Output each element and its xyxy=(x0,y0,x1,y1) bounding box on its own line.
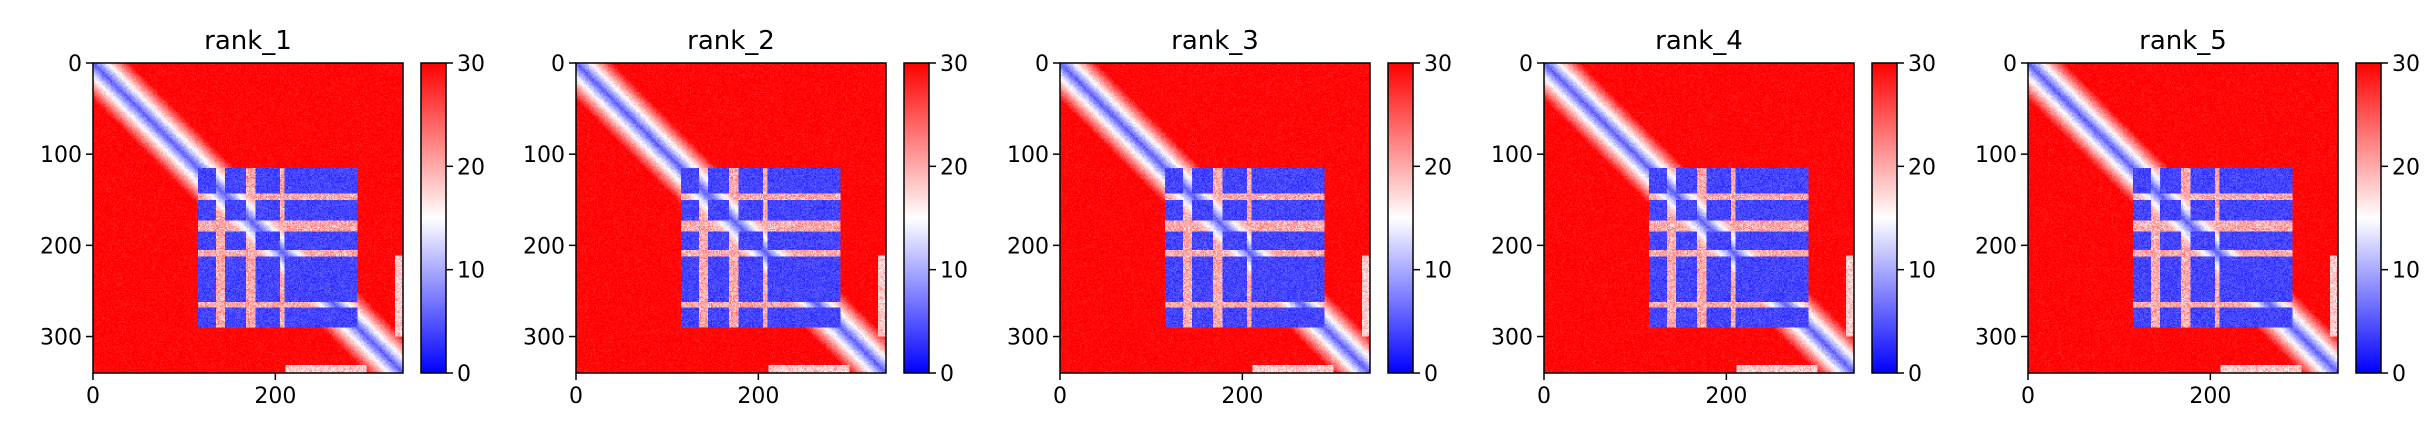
x-tick-label: 200 xyxy=(1705,384,1747,409)
y-tick-label: 0 xyxy=(68,52,82,77)
colorbar-tick-label: 30 xyxy=(1908,52,1936,77)
y-tick-label: 100 xyxy=(523,143,565,168)
y-tick-label: 0 xyxy=(2003,52,2017,77)
colorbar-tick-label: 10 xyxy=(457,259,485,284)
axes-frame xyxy=(1543,62,1855,374)
colorbar-tick-label: 20 xyxy=(457,155,485,180)
axes-frame xyxy=(2027,62,2339,374)
panel-title: rank_5 xyxy=(2139,26,2227,56)
x-tick-label: 200 xyxy=(2189,384,2231,409)
x-tick-label: 200 xyxy=(254,384,296,409)
x-tick-label: 200 xyxy=(1221,384,1263,409)
colorbar-tick-label: 10 xyxy=(1424,259,1452,284)
y-tick-label: 100 xyxy=(1491,143,1533,168)
heatmap-image xyxy=(1060,63,1370,373)
panel-title: rank_4 xyxy=(1655,26,1743,56)
y-tick-label: 0 xyxy=(551,52,565,77)
panel-title: rank_1 xyxy=(204,26,292,56)
panel-4: rank_4 0 200 0 100 200 300 0 10 20 30 xyxy=(1491,26,1936,409)
heatmap-image xyxy=(2028,63,2338,373)
axes-frame xyxy=(575,62,887,374)
x-tick-label: 200 xyxy=(737,384,779,409)
colorbar-tick-label: 0 xyxy=(940,362,954,387)
colorbar-tick-label: 10 xyxy=(2392,259,2420,284)
colorbar-tick-label: 0 xyxy=(1908,362,1922,387)
x-tick-label: 0 xyxy=(1537,384,1551,409)
y-tick-label: 200 xyxy=(523,234,565,259)
y-tick-label: 200 xyxy=(40,234,82,259)
colorbar-tick-label: 20 xyxy=(940,155,968,180)
colorbar-tick-label: 10 xyxy=(940,259,968,284)
colorbar-tick-label: 30 xyxy=(1424,52,1452,77)
x-tick-label: 0 xyxy=(86,384,100,409)
colorbar-tick-label: 0 xyxy=(2392,362,2406,387)
y-tick-label: 300 xyxy=(523,326,565,351)
colorbar-tick-label: 10 xyxy=(1908,259,1936,284)
heatmap-image xyxy=(1544,63,1854,373)
y-tick-label: 200 xyxy=(1491,234,1533,259)
colorbar-tick-label: 30 xyxy=(940,52,968,77)
colorbar-tick-label: 30 xyxy=(457,52,485,77)
colorbar xyxy=(1871,62,1898,374)
heatmap-image xyxy=(93,63,403,373)
y-tick-label: 100 xyxy=(1975,143,2017,168)
panel-5: rank_5 0 200 0 100 200 300 0 10 20 30 xyxy=(1975,26,2420,409)
panel-1: rank_1 0 200 0 100 200 300 0 10 20 30 xyxy=(40,26,485,409)
colorbar xyxy=(903,62,930,374)
x-tick-label: 0 xyxy=(1053,384,1067,409)
colorbar-tick-label: 0 xyxy=(457,362,471,387)
colorbar-tick-label: 20 xyxy=(1424,155,1452,180)
y-tick-label: 300 xyxy=(1491,326,1533,351)
panel-title: rank_2 xyxy=(687,26,775,56)
y-tick-label: 0 xyxy=(1035,52,1049,77)
panel-title: rank_3 xyxy=(1171,26,1259,56)
y-tick-label: 300 xyxy=(1975,326,2017,351)
y-tick-label: 100 xyxy=(1007,143,1049,168)
axes-frame xyxy=(92,62,404,374)
panel-2: rank_2 0 200 0 100 200 300 0 10 20 30 xyxy=(523,26,968,409)
x-tick-label: 0 xyxy=(569,384,583,409)
heatmap-image xyxy=(576,63,886,373)
colorbar-tick-label: 20 xyxy=(2392,155,2420,180)
y-tick-label: 0 xyxy=(1519,52,1533,77)
y-tick-label: 300 xyxy=(40,326,82,351)
y-tick-label: 200 xyxy=(1007,234,1049,259)
x-tick-label: 0 xyxy=(2021,384,2035,409)
colorbar-tick-label: 20 xyxy=(1908,155,1936,180)
colorbar-tick-label: 30 xyxy=(2392,52,2420,77)
axes-frame xyxy=(1059,62,1371,374)
panel-3: rank_3 0 200 0 100 200 300 0 10 20 30 xyxy=(1007,26,1452,409)
y-tick-label: 300 xyxy=(1007,326,1049,351)
colorbar xyxy=(1387,62,1414,374)
y-tick-label: 100 xyxy=(40,143,82,168)
colorbar-tick-label: 0 xyxy=(1424,362,1438,387)
colorbar xyxy=(420,62,447,374)
colorbar xyxy=(2355,62,2382,374)
y-tick-label: 200 xyxy=(1975,234,2017,259)
